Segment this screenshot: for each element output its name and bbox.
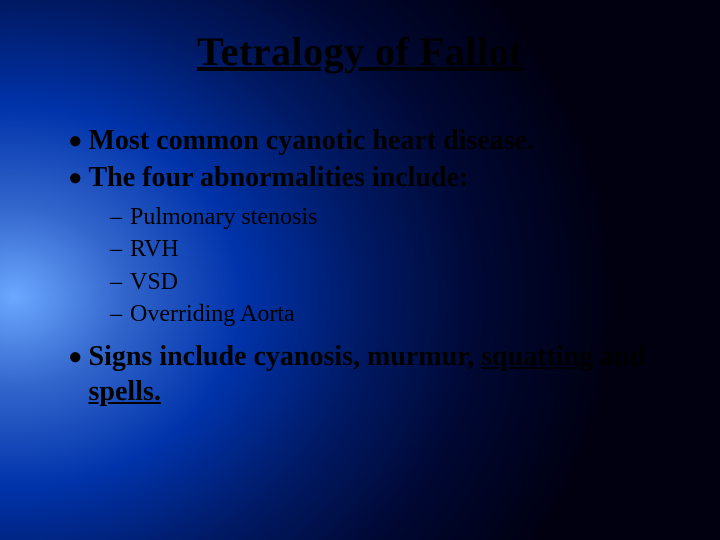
bullet-item: ● Signs include cyanosis, murmur, squatt… [68, 339, 660, 409]
signs-text: Signs include cyanosis, murmur, squattin… [89, 339, 661, 409]
sub-item: – Overriding Aorta [110, 298, 660, 330]
sub-text: VSD [130, 266, 178, 298]
sub-item: – RVH [110, 233, 660, 265]
sub-item: – VSD [110, 266, 660, 298]
bullet-icon: ● [68, 342, 83, 372]
bullet-icon: ● [68, 126, 83, 156]
signs-underlined-2: spells. [89, 376, 161, 407]
slide: Tetralogy of Fallot ● Most common cyanot… [0, 0, 720, 540]
sub-text: RVH [130, 233, 179, 265]
bullet-text: Most common cyanotic heart disease. [89, 123, 535, 158]
dash-icon: – [110, 298, 122, 330]
dash-icon: – [110, 233, 122, 265]
bullet-item: ● The four abnormalities include: [68, 160, 660, 195]
signs-mid: and [593, 341, 645, 372]
sub-text: Overriding Aorta [130, 298, 295, 330]
dash-icon: – [110, 201, 122, 233]
sub-text: Pulmonary stenosis [130, 201, 317, 233]
bullet-item: ● Most common cyanotic heart disease. [68, 123, 660, 158]
slide-body: ● Most common cyanotic heart disease. ● … [0, 75, 720, 409]
bullet-icon: ● [68, 163, 83, 193]
signs-underlined-1: squatting [481, 341, 593, 372]
slide-title: Tetralogy of Fallot [0, 0, 720, 75]
sub-item: – Pulmonary stenosis [110, 201, 660, 233]
dash-icon: – [110, 266, 122, 298]
sub-list: – Pulmonary stenosis – RVH – VSD – Overr… [68, 201, 660, 331]
signs-pre: Signs include cyanosis, murmur, [89, 341, 482, 372]
bullet-text: The four abnormalities include: [89, 160, 469, 195]
